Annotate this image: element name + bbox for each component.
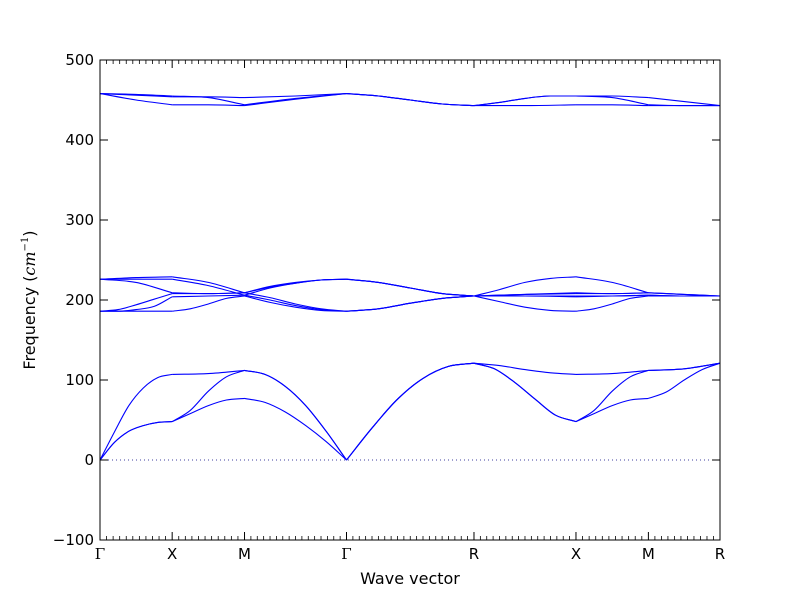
plot-area	[100, 60, 720, 540]
phonon-band-curve	[244, 294, 347, 312]
phonon-band-curve	[346, 93, 475, 107]
labels-layer: Γ X M Γ R X M R −100 0 100 200 300 400 500	[53, 51, 725, 563]
phonon-band-curve	[99, 278, 173, 294]
y-axis-label-unit: cm	[20, 251, 39, 275]
phonon-band-curve	[473, 362, 577, 375]
phonon-band-curve	[172, 295, 245, 312]
x-tick-label: Γ	[95, 545, 105, 563]
x-tick-label: X	[167, 545, 177, 563]
y-axis-label: Frequency (cm−1)	[20, 230, 39, 369]
phonon-band-curve	[171, 369, 245, 423]
phonon-band-curve	[648, 97, 721, 107]
y-tick-label: 0	[84, 451, 94, 469]
phonon-band-curve	[648, 362, 721, 371]
plot-frame	[99, 59, 721, 541]
y-axis-label-suffix: )	[20, 230, 39, 236]
phonon-band-curve	[99, 373, 173, 461]
phonon-band-curve	[99, 293, 173, 312]
phonon-band-curve	[473, 276, 577, 297]
phonon-band-curve	[575, 95, 649, 99]
phonon-band-curve	[346, 362, 475, 461]
phonon-band-curve	[575, 369, 649, 375]
phonon-band-curve	[473, 104, 576, 107]
phonon-band-curve	[575, 295, 649, 312]
y-tick-label: −100	[53, 531, 94, 549]
phonon-band-curve	[244, 369, 347, 461]
phonon-band-curve	[473, 295, 576, 312]
phonon-band-curve	[648, 362, 721, 399]
phonon-band-curve	[99, 93, 173, 98]
x-tick-label: X	[571, 545, 581, 563]
phonon-band-curve	[575, 104, 649, 107]
phonon-band-curve	[172, 292, 245, 295]
phonon-band-curve	[575, 369, 649, 423]
phonon-band-curve	[473, 362, 577, 423]
phonon-band-curve	[172, 96, 245, 99]
phonon-band-curve	[575, 276, 649, 294]
phonon-band-curve	[172, 278, 245, 296]
bands-layer	[99, 93, 721, 461]
y-tick-label: 500	[65, 51, 94, 69]
phonon-band-curve	[244, 93, 347, 107]
x-tick-label: R	[469, 545, 479, 563]
phonon-band-curve	[99, 421, 173, 461]
phonon-band-curve	[346, 278, 475, 297]
y-tick-label: 200	[65, 291, 94, 309]
y-tick-label: 400	[65, 131, 94, 149]
y-axis-label-exponent: −1	[20, 237, 31, 252]
y-tick-label: 300	[65, 211, 94, 229]
x-axis-label: Wave vector	[360, 569, 460, 588]
phonon-band-curve	[172, 294, 245, 298]
phonon-band-curve	[346, 295, 475, 312]
y-tick-label: 100	[65, 371, 94, 389]
phonon-band-curve	[172, 276, 245, 294]
phonon-band-curve	[244, 292, 347, 312]
phonon-band-curve	[244, 397, 347, 461]
phonon-band-curve	[244, 295, 347, 312]
phonon-band-curve	[171, 397, 245, 423]
phonon-band-curve	[172, 104, 245, 107]
phonon-band-curve	[99, 93, 173, 106]
phonon-band-curve	[575, 292, 649, 295]
x-tick-label: M	[238, 545, 251, 563]
phonon-band-curve	[244, 278, 347, 296]
x-tick-label: Γ	[341, 545, 351, 563]
x-tick-label: M	[642, 545, 655, 563]
phonon-band-curve	[575, 397, 649, 423]
phonon-band-curve	[575, 294, 649, 297]
phonon-band-curve	[172, 369, 245, 375]
phonon-band-curve	[473, 95, 576, 107]
phonon-band-curve	[244, 93, 347, 99]
y-axis-label-prefix: Frequency (	[20, 276, 39, 370]
x-tick-label: R	[715, 545, 725, 563]
